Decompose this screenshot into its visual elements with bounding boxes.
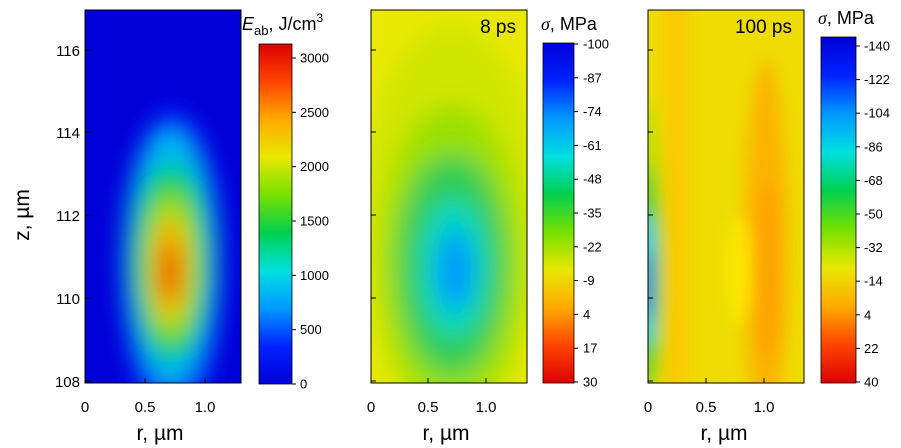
colorbar-c-tick-label: -86: [864, 139, 883, 154]
panel-a-heatmap: [85, 10, 241, 383]
panel-b-y-ticks: [371, 49, 376, 382]
colorbar-c-bar: [820, 36, 857, 384]
panel-a-ytick-1: 110: [56, 291, 80, 308]
colorbar-c: σ, MPa -140 -122 -104 -86 -68 -50 -32 -14 4 22 40: [818, 8, 890, 390]
panel-b: 8 ps 0 0.5 1.0 r, µm: [367, 9, 528, 445]
colorbar-c-tick-label: -32: [864, 240, 883, 255]
panel-a-xtick-2: 1.0: [195, 399, 216, 416]
panel-b-xlabel: r, µm: [422, 422, 469, 445]
panel-c-x-axis: 0 0.5 1.0 r, µm: [644, 378, 775, 445]
colorbar-c-tick-label: -140: [864, 39, 890, 54]
panel-c-xtick-1: 0.5: [696, 399, 717, 416]
colorbar-b-tick-label: -35: [583, 206, 602, 221]
colorbar-b-tick-label: -9: [583, 273, 595, 288]
panel-c-y-ticks: [648, 49, 653, 382]
panel-a-y-axis: 108 110 112 114 116 z, µm: [11, 43, 91, 391]
panel-c-band-right-core: [756, 180, 780, 360]
panel-a-xtick-1: 0.5: [135, 399, 156, 416]
panel-a-contour-5: [161, 244, 179, 300]
colorbar-c-title: σ, MPa: [818, 8, 875, 28]
colorbar-c-tick-label: 22: [864, 341, 878, 356]
colorbar-a-tick-label: 1000: [300, 268, 329, 283]
colorbar-b: σ, MPa -100 -87 -74 -61 -48 -35 -22 -9 4 17 30: [541, 14, 609, 390]
colorbar-a: Eab, J/cm3 3000 2500 2000 1500 1000 500 0: [242, 11, 329, 392]
colorbar-b-tick-label: -22: [583, 239, 602, 254]
colorbar-a-tick-label: 500: [300, 322, 322, 337]
colorbar-a-tick-label: 2000: [300, 159, 329, 174]
colorbar-c-tick-label: 4: [864, 307, 871, 322]
colorbar-b-tick-label: 17: [583, 341, 597, 356]
panel-c-heatmap: [648, 10, 804, 383]
colorbar-c-tick-label: -68: [864, 173, 883, 188]
panel-b-xtick-1: 0.5: [418, 399, 439, 416]
panel-b-x-axis: 0 0.5 1.0 r, µm: [367, 378, 497, 445]
colorbar-a-tick-label: 3000: [300, 51, 329, 66]
colorbar-a-tick-label: 2500: [300, 105, 329, 120]
panel-c-strip-3: [648, 250, 652, 320]
panel-a-ytick-4: 116: [56, 43, 80, 60]
panel-c-band-left: [664, 10, 688, 383]
panel-c-xlabel: r, µm: [700, 422, 747, 445]
colorbar-b-title: σ, MPa: [541, 14, 598, 34]
panel-a-frame: [84, 9, 242, 384]
panel-a-xtick-0: 0: [81, 399, 89, 416]
panel-c-center-spot: [728, 215, 752, 325]
panel-a-ylabel: z, µm: [11, 189, 34, 241]
colorbar-b-tick-label: -87: [583, 70, 602, 85]
colorbar-c-ticks: -140 -122 -104 -86 -68 -50 -32 -14 4 22 40: [856, 39, 890, 390]
panel-b-xtick-2: 1.0: [476, 399, 497, 416]
panel-c-xtick-0: 0: [644, 399, 652, 416]
panel-c-frame: [647, 9, 805, 384]
colorbar-c-tick-label: 40: [864, 375, 878, 390]
colorbar-a-tick-label: 0: [300, 377, 307, 392]
colorbar-c-tick-label: -14: [864, 274, 883, 289]
panel-c: 100 ps 0 0.5 1.0 r, µm: [644, 9, 805, 445]
colorbar-b-bar: [542, 42, 575, 384]
panel-c-annotation: 100 ps: [735, 17, 792, 38]
panel-a-xlabel: r, µm: [136, 422, 183, 445]
colorbar-c-tick-label: -50: [864, 207, 883, 222]
panel-c-xtick-2: 1.0: [754, 399, 775, 416]
colorbar-c-tick-label: -122: [864, 72, 890, 87]
panel-b-contour-4: [437, 230, 473, 310]
colorbar-b-tick-label: 30: [583, 375, 597, 390]
colorbar-b-tick-label: -61: [583, 138, 602, 153]
panel-a-x-axis: 0 0.5 1.0 r, µm: [81, 378, 216, 445]
colorbar-a-bar: [258, 43, 293, 385]
panel-a-ytick-2: 112: [56, 208, 80, 225]
colorbar-b-tick-label: -74: [583, 104, 602, 119]
colorbar-b-ticks: -100 -87 -74 -61 -48 -35 -22 -9 4 17 30: [574, 37, 609, 390]
panel-a-ytick-0: 108: [55, 374, 80, 391]
panel-b-frame: [370, 9, 528, 384]
panel-a: 0 0.5 1.0 r, µm 108 110 112 114 116 z, µ…: [11, 9, 242, 445]
colorbar-a-ticks: 3000 2500 2000 1500 1000 500 0: [292, 51, 329, 392]
panel-a-ytick-3: 114: [56, 125, 80, 142]
panel-b-xtick-0: 0: [367, 399, 375, 416]
colorbar-b-tick-label: -48: [583, 172, 602, 187]
colorbar-b-tick-label: -100: [583, 37, 609, 52]
colorbar-c-tick-label: -104: [864, 106, 890, 121]
colorbar-a-tick-label: 1500: [300, 214, 329, 229]
colorbar-a-title: Eab, J/cm3: [242, 11, 323, 38]
panel-b-heatmap: [371, 10, 527, 383]
colorbar-b-tick-label: 4: [583, 307, 590, 322]
panel-b-annotation: 8 ps: [480, 17, 516, 38]
